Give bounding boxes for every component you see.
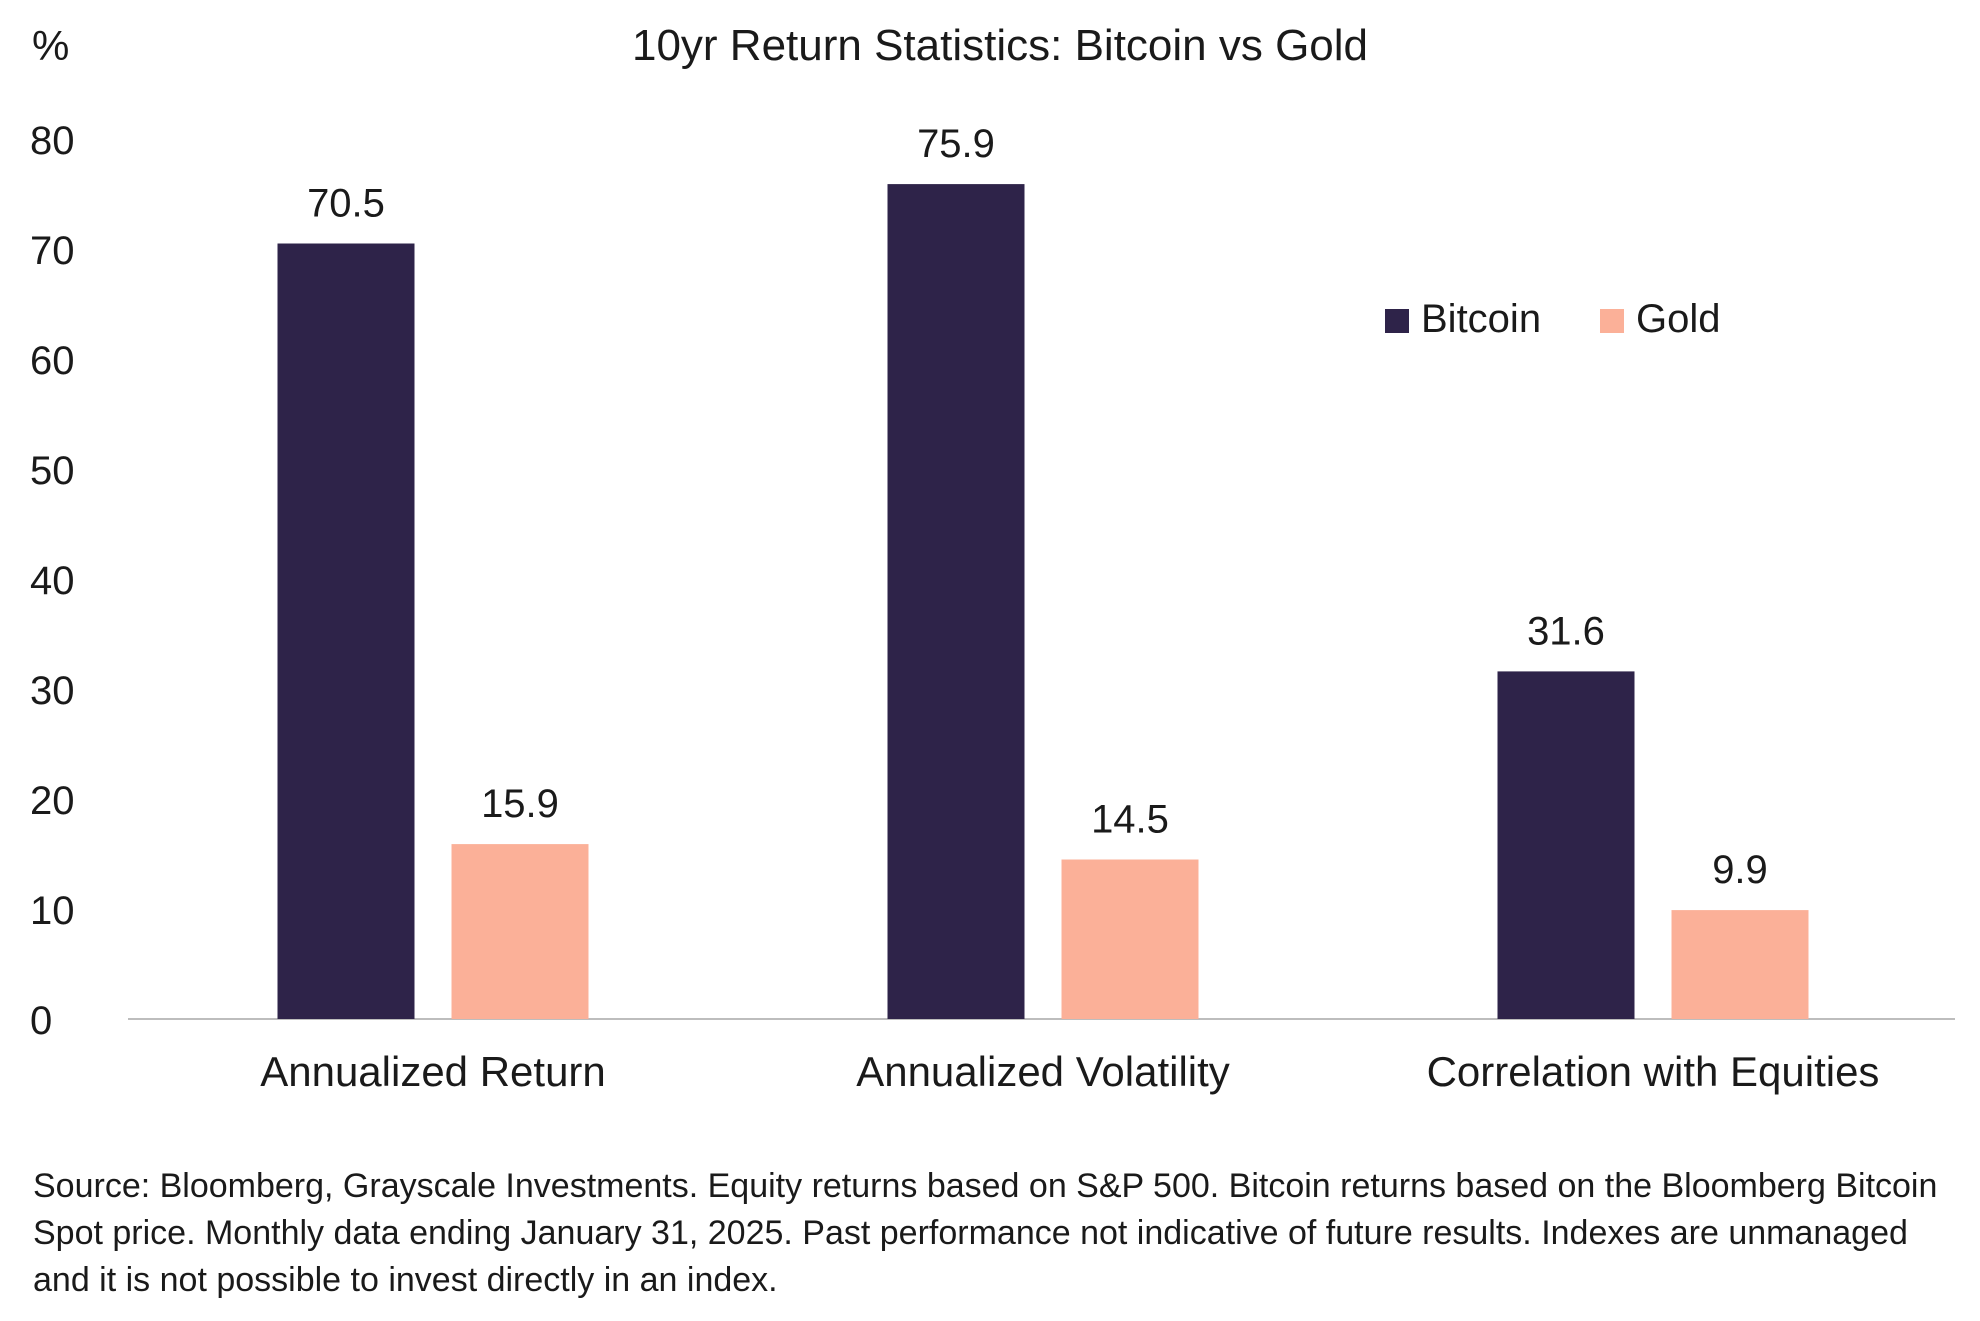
data-label-bitcoin-3: 31.6	[1527, 609, 1605, 653]
data-label-gold-2: 14.5	[1091, 798, 1169, 842]
legend-swatch-gold	[1600, 309, 1624, 333]
y-tick-label-60: 60	[30, 339, 75, 383]
legend-label-bitcoin: Bitcoin	[1421, 297, 1541, 341]
x-tick-label-1: Annualized Return	[260, 1048, 606, 1095]
legend: Bitcoin Gold	[1385, 297, 1721, 341]
source-note: Source: Bloomberg, Grayscale Investments…	[33, 1167, 1938, 1299]
bar-bitcoin-2	[887, 184, 1025, 1020]
data-label-gold-3: 9.9	[1712, 848, 1768, 892]
bar-gold-1	[451, 844, 589, 1019]
y-tick-label-30: 30	[30, 669, 75, 713]
y-tick-label-50: 50	[30, 449, 75, 493]
data-label-bitcoin-1: 70.5	[307, 182, 385, 226]
x-tick-label-3: Correlation with Equities	[1427, 1048, 1880, 1095]
bar-bitcoin-1	[277, 243, 415, 1019]
legend-swatch-bitcoin	[1385, 309, 1409, 333]
data-label-group: 70.5 15.9 75.9 14.5 31.6 9.9	[307, 122, 1768, 892]
y-tick-label-0: 0	[30, 999, 52, 1043]
y-tick-label-80: 80	[30, 119, 75, 163]
bar-gold-2	[1061, 859, 1199, 1019]
bar-group	[277, 184, 1809, 1020]
y-tick-label-40: 40	[30, 559, 75, 603]
y-axis: 0 10 20 30 40 50 60 70 80	[30, 119, 75, 1043]
bar-gold-3	[1671, 910, 1809, 1019]
y-axis-unit-label: %	[32, 22, 69, 69]
data-label-bitcoin-2: 75.9	[917, 122, 995, 166]
x-axis: Annualized Return Annualized Volatility Co…	[260, 1048, 1879, 1095]
data-label-gold-1: 15.9	[481, 782, 559, 826]
x-tick-label-2: Annualized Volatility	[856, 1048, 1230, 1095]
y-tick-label-10: 10	[30, 889, 75, 933]
bar-bitcoin-3	[1497, 671, 1635, 1019]
chart-title: 10yr Return Statistics: Bitcoin vs Gold	[632, 21, 1368, 70]
y-tick-label-20: 20	[30, 779, 75, 823]
legend-label-gold: Gold	[1636, 297, 1721, 341]
y-tick-label-70: 70	[30, 229, 75, 273]
